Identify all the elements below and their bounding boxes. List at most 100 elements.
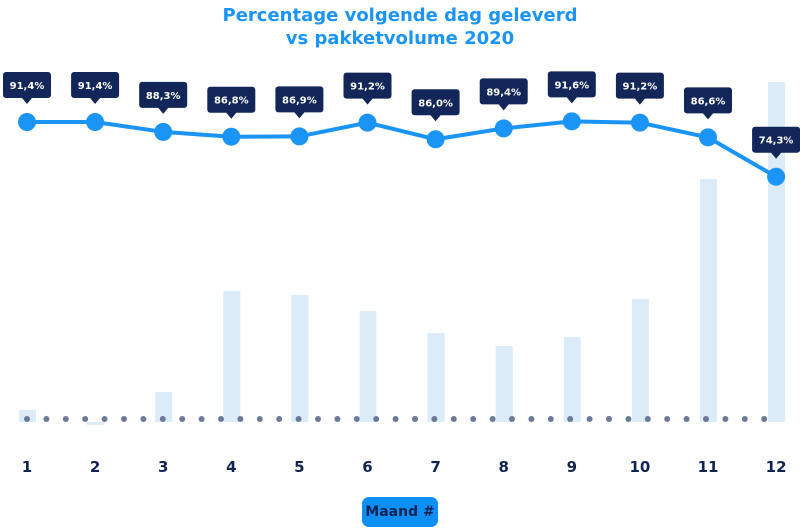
chart-title: Percentage volgende dag geleverd vs pakk… <box>0 4 800 50</box>
axis-dot <box>295 416 302 422</box>
axis-dot <box>644 416 651 422</box>
data-point <box>562 112 581 131</box>
x-tick-label: 6 <box>362 458 372 476</box>
axis-dot <box>121 416 127 422</box>
volume-bar <box>291 295 309 422</box>
axis-dot <box>450 416 457 422</box>
x-tick-label: 8 <box>498 458 508 476</box>
axis-dot <box>586 416 593 422</box>
data-label-bubble <box>411 89 460 122</box>
axis-dot <box>334 416 341 422</box>
axis-dot <box>159 416 166 422</box>
x-tick-label: 9 <box>567 458 577 476</box>
data-point <box>630 113 649 132</box>
x-tick-label: 1 <box>22 458 32 476</box>
axis-dot <box>412 416 418 422</box>
data-label-bubble <box>547 71 596 104</box>
axis-dot <box>373 416 380 422</box>
volume-bar <box>359 311 377 422</box>
axis-dot <box>567 416 574 422</box>
data-point <box>767 167 786 186</box>
data-point <box>494 119 513 138</box>
x-tick-label: 10 <box>629 458 650 476</box>
data-label: 91,4% <box>78 81 113 92</box>
series-line <box>27 119 778 179</box>
axis-dot <box>431 416 438 422</box>
data-label-bubble <box>479 78 528 111</box>
axis-dot <box>509 416 515 422</box>
axis-dot <box>392 416 399 422</box>
volume-bar <box>631 299 649 422</box>
data-point <box>426 130 445 149</box>
data-label-bubble <box>343 72 392 105</box>
axis-dot <box>62 416 69 422</box>
axis-dot <box>256 416 263 422</box>
axis-dot <box>528 416 535 422</box>
axis-dot <box>547 416 554 422</box>
axis-dot <box>276 416 283 422</box>
axis-dot <box>43 416 50 422</box>
x-axis-label: Maand # <box>362 497 438 527</box>
axis-dot <box>761 416 768 422</box>
x-tick-label: 11 <box>698 458 719 476</box>
volume-bar <box>223 291 241 422</box>
axis-dot <box>470 416 477 422</box>
data-point <box>699 128 717 147</box>
data-label-bubble <box>139 81 188 114</box>
axis-dot <box>741 416 748 422</box>
data-point <box>290 127 309 146</box>
axis-dot <box>82 416 89 422</box>
volume-bar <box>155 392 173 422</box>
x-tick-label: 5 <box>294 458 304 476</box>
axis-dot <box>237 416 244 422</box>
axis-dot <box>664 416 671 422</box>
axis-dot <box>353 416 360 422</box>
axis-dot <box>703 416 709 422</box>
data-label-bubble <box>71 72 120 104</box>
axis-dot <box>683 416 690 422</box>
data-label: 91,4% <box>10 81 45 92</box>
axis-dot <box>179 416 186 422</box>
data-label: 86,6% <box>691 96 726 107</box>
volume-bar <box>427 333 445 422</box>
data-label: 91,6% <box>554 80 589 91</box>
axis-dot <box>140 416 147 422</box>
data-label-bubble <box>615 72 664 105</box>
data-label-bubble <box>752 126 800 159</box>
title-line-1: Percentage volgende dag geleverd <box>222 5 578 26</box>
x-tick-label: 2 <box>90 458 100 476</box>
axis-dot <box>24 416 30 422</box>
data-point <box>18 113 36 131</box>
axis-dot <box>218 416 224 422</box>
data-label: 74,3% <box>759 136 794 147</box>
volume-bar <box>19 410 36 422</box>
axis-dot <box>606 416 612 422</box>
x-tick-label: 3 <box>158 458 168 476</box>
data-point <box>222 127 241 146</box>
axis-dot <box>625 416 632 422</box>
data-label-bubble <box>275 86 324 119</box>
axis-dot <box>722 416 729 422</box>
volume-bar <box>87 422 105 425</box>
axis-dot <box>489 416 496 422</box>
x-tick-label: 12 <box>766 458 787 476</box>
volume-bar <box>563 337 581 422</box>
data-point <box>358 113 377 132</box>
x-tick-label: 4 <box>226 458 236 476</box>
data-point <box>154 122 173 141</box>
data-point <box>86 113 105 131</box>
title-line-2: vs pakketvolume 2020 <box>285 28 515 49</box>
data-label: 88,3% <box>146 91 181 102</box>
axis-dot <box>315 416 321 422</box>
axis-dot <box>101 416 108 422</box>
axis-dot <box>198 416 205 422</box>
volume-bar <box>768 82 786 422</box>
data-label: 91,2% <box>350 82 385 93</box>
data-label: 89,4% <box>486 87 521 98</box>
x-tick-label: 7 <box>430 458 440 476</box>
data-label: 86,9% <box>282 95 317 106</box>
data-label-bubble <box>684 87 732 120</box>
data-label: 91,2% <box>623 82 658 93</box>
volume-bar <box>495 346 513 422</box>
